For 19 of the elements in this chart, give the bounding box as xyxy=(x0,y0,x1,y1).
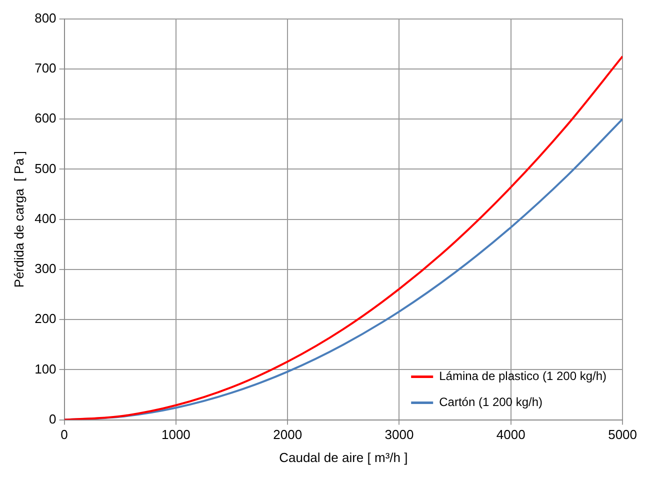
x-tick-label: 1000 xyxy=(161,427,190,442)
x-axis-title: Caudal de aire [ m³/h ] xyxy=(279,450,408,465)
x-tick-label: 5000 xyxy=(608,427,637,442)
y-tick-label: 800 xyxy=(34,10,56,26)
legend-label: Cartón (1 200 kg/h) xyxy=(439,395,542,410)
y-tick-label: 200 xyxy=(34,311,56,326)
y-tick-label: 700 xyxy=(34,60,56,76)
y-tick-label: 0 xyxy=(49,411,56,426)
y-tick-label: 500 xyxy=(34,160,56,176)
y-tick-label: 300 xyxy=(34,261,56,276)
y-tick-label: 400 xyxy=(34,210,56,226)
x-tick-label: 4000 xyxy=(496,427,526,442)
legend-label: Lámina de plastico (1 200 kg/h) xyxy=(439,369,607,384)
x-tick-label: 0 xyxy=(60,427,68,442)
x-tick-label: 3000 xyxy=(384,427,414,442)
x-tick-label: 2000 xyxy=(273,427,302,442)
y-tick-label: 100 xyxy=(34,361,56,376)
y-axis-title: Pérdida de carga [ Pa ] xyxy=(11,151,26,288)
y-tick-label: 600 xyxy=(34,110,56,126)
